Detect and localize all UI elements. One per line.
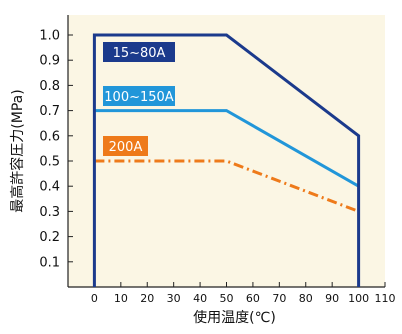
legend-box-0 [103, 42, 175, 62]
y-tick-label: 0.1 [39, 255, 60, 270]
series-line-2 [94, 159, 360, 213]
x-tick-label: 70 [272, 292, 286, 305]
x-tick-label: 40 [193, 292, 207, 305]
x-axis-title: 使用温度(℃) [193, 309, 276, 326]
legend-box-2 [103, 136, 148, 156]
y-tick-label: 0.3 [39, 205, 60, 220]
y-tick-label: 1.0 [39, 29, 60, 44]
x-tick-label: 30 [167, 292, 181, 305]
x-tick-label: 100 [348, 292, 369, 305]
y-axis-title: 最高許容圧力(MPa) [9, 89, 26, 212]
x-tick-label: 90 [325, 292, 339, 305]
y-tick-label: 0.7 [39, 104, 60, 119]
series-line-1 [94, 109, 360, 188]
y-tick-label: 0.9 [39, 54, 60, 69]
series-line-0 [92, 33, 361, 287]
x-tick-label: 20 [140, 292, 154, 305]
x-tick-label: 110 [375, 292, 396, 305]
legend-label-1: 100~150A [104, 90, 174, 105]
y-tick-label: 0.4 [39, 180, 60, 195]
x-tick-label: 0 [91, 292, 98, 305]
y-tick-label: 0.6 [39, 129, 60, 144]
legend-label-2: 200A [109, 140, 143, 155]
x-tick-label: 80 [299, 292, 313, 305]
x-tick-label: 10 [114, 292, 128, 305]
y-tick-label: 0.5 [39, 155, 60, 170]
legend-box-1 [103, 86, 175, 106]
y-tick-label: 0.2 [39, 230, 60, 245]
y-tick-label: 0.8 [39, 79, 60, 94]
x-tick-label: 50 [220, 292, 234, 305]
legend-label-0: 15~80A [113, 46, 166, 61]
x-tick-label: 60 [246, 292, 260, 305]
